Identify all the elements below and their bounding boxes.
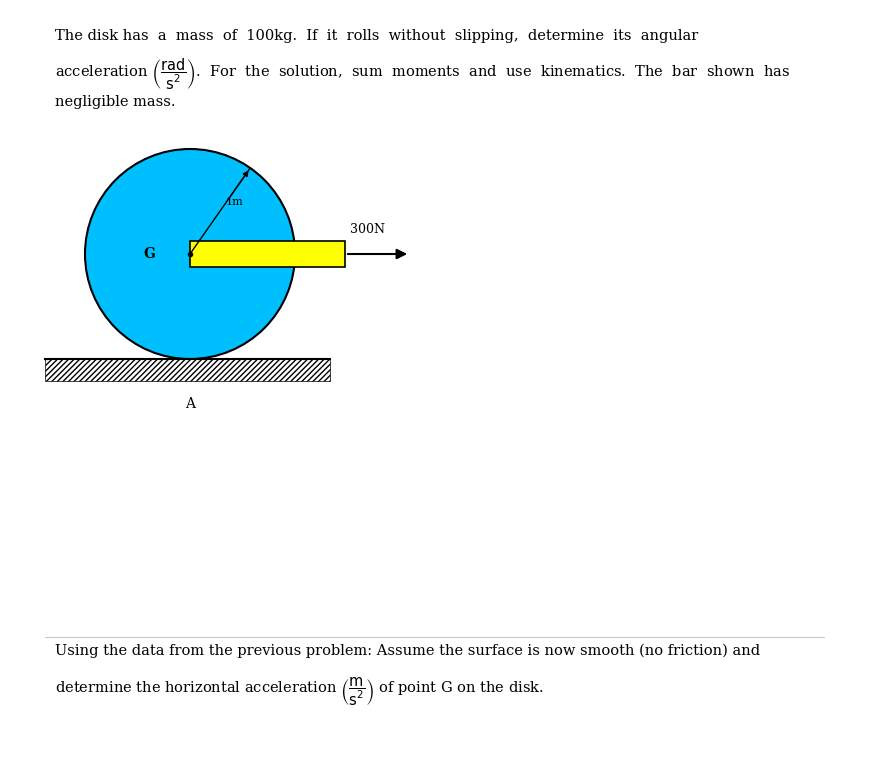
Text: determine the horizontal acceleration $\left(\dfrac{\mathrm{m}}{\mathrm{s}^2}\ri: determine the horizontal acceleration $\… [55,676,544,708]
Text: A: A [185,397,195,411]
Text: Using the data from the previous problem: Assume the surface is now smooth (no f: Using the data from the previous problem… [55,644,760,658]
Text: 1m: 1m [226,196,244,206]
Bar [45,359,330,381]
Text: acceleration $\left(\dfrac{\mathrm{rad}}{\mathrm{s}^2}\right)$.  For  the  solut: acceleration $\left(\dfrac{\mathrm{rad}}… [55,57,790,92]
Text: G: G [143,247,155,261]
Text: negligible mass.: negligible mass. [55,95,176,109]
Circle shape [85,149,295,359]
Text: The disk has  a  mass  of  100kg.  If  it  rolls  without  slipping,  determine : The disk has a mass of 100kg. If it roll… [55,29,699,43]
Text: 300N: 300N [350,223,385,236]
Bar [190,241,345,267]
